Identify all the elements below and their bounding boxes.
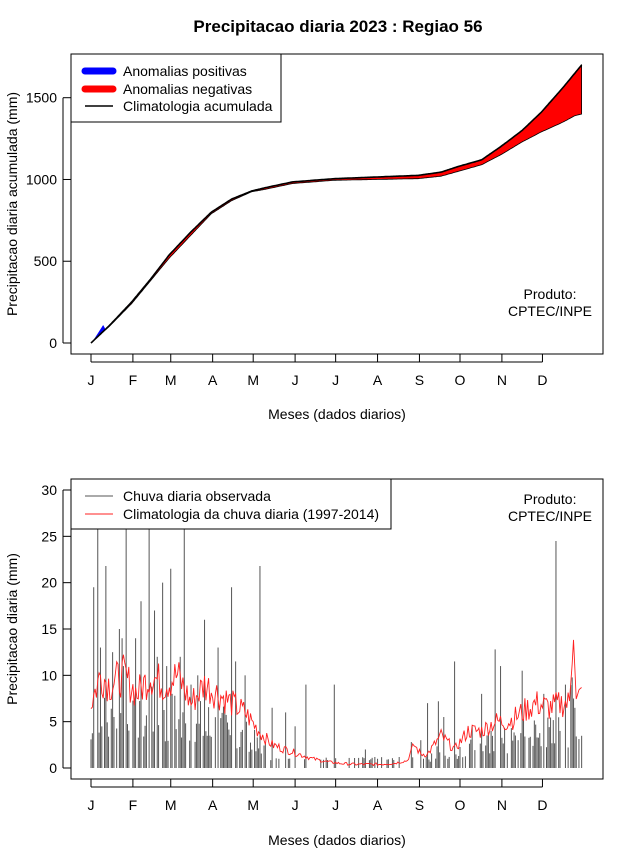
y-tick-label: 15 — [41, 621, 57, 637]
cumulative-xlabel: Meses (dados diarios) — [268, 406, 406, 422]
y-tick-label: 1500 — [26, 90, 57, 106]
daily-y-axis: 0 5 10 15 20 25 30 — [41, 482, 71, 776]
x-tick-label: F — [129, 797, 138, 813]
cumulative-lines — [90, 64, 583, 344]
cumulative-legend: Anomalias positivas Anomalias negativas … — [70, 53, 282, 123]
x-tick-label: J — [332, 372, 339, 388]
x-tick-label: N — [497, 372, 507, 388]
x-tick-label: A — [373, 372, 383, 388]
x-tick-label: M — [165, 797, 177, 813]
x-tick-label: J — [292, 797, 299, 813]
daily-xlabel: Meses (dados diarios) — [268, 832, 406, 848]
x-tick-label: O — [455, 797, 466, 813]
daily-clim-line — [90, 639, 582, 767]
x-tick-label: S — [415, 372, 424, 388]
x-tick-label: A — [208, 372, 218, 388]
clim-daily-line — [90, 639, 582, 767]
x-tick-label: M — [165, 372, 177, 388]
x-tick-label: N — [497, 797, 507, 813]
legend-label-observed: Chuva diaria observada — [123, 488, 271, 504]
y-tick-label: 1000 — [26, 171, 57, 187]
x-tick-label: F — [129, 372, 138, 388]
x-tick-label: M — [247, 797, 259, 813]
chart-title: Precipitacao diaria 2023 : Regiao 56 — [193, 17, 482, 36]
cumulative-panel: 0 500 1000 1500 J F M A M J J A S O N D Precipitacao d… — [4, 53, 604, 422]
x-tick-label: D — [537, 797, 547, 813]
daily-bars — [90, 517, 583, 768]
x-tick-label: S — [415, 797, 424, 813]
y-tick-label: 0 — [49, 335, 57, 351]
daily-panel: 0 5 10 15 20 25 30 J F M A M J J A S O N D Precipitacao d… — [4, 478, 604, 848]
y-tick-label: 30 — [41, 482, 57, 498]
y-tick-label: 500 — [34, 253, 58, 269]
x-tick-label: D — [537, 372, 547, 388]
credit-line-1: Produto: — [524, 286, 577, 302]
credit-line-1: Produto: — [524, 491, 577, 507]
legend-box — [70, 478, 392, 530]
cumulative-y-axis: 0 500 1000 1500 — [26, 90, 71, 351]
cumulative-plot-frame — [70, 53, 604, 355]
clim-cumulative-line — [90, 64, 583, 344]
legend-label-negative: Anomalias negativas — [123, 81, 252, 97]
x-tick-label: J — [292, 372, 299, 388]
legend-label-clim: Climatologia da chuva diaria (1997-2014) — [123, 506, 379, 522]
x-tick-label: A — [208, 797, 218, 813]
legend-label-clim-line: Climatologia acumulada — [123, 98, 273, 114]
daily-legend: Chuva diaria observada Climatologia da c… — [70, 478, 392, 530]
x-tick-label: A — [373, 797, 383, 813]
y-tick-label: 0 — [49, 760, 57, 776]
x-tick-label: O — [455, 372, 466, 388]
y-tick-label: 20 — [41, 575, 57, 591]
cumulative-ylabel: Precipitacao diaria acumulada (mm) — [4, 92, 20, 316]
y-tick-label: 10 — [41, 667, 57, 683]
y-tick-label: 25 — [41, 528, 57, 544]
credit-line-2: CPTEC/INPE — [508, 303, 592, 319]
positive-anomaly-area — [93, 325, 106, 340]
x-tick-label: J — [88, 797, 95, 813]
x-tick-label: M — [247, 372, 259, 388]
credit-line-2: CPTEC/INPE — [508, 508, 592, 524]
x-tick-label: J — [88, 372, 95, 388]
y-tick-label: 5 — [49, 714, 57, 730]
x-tick-label: J — [332, 797, 339, 813]
legend-label-positive: Anomalias positivas — [123, 63, 247, 79]
daily-ylabel: Precipitacao diaria (mm) — [4, 553, 20, 705]
